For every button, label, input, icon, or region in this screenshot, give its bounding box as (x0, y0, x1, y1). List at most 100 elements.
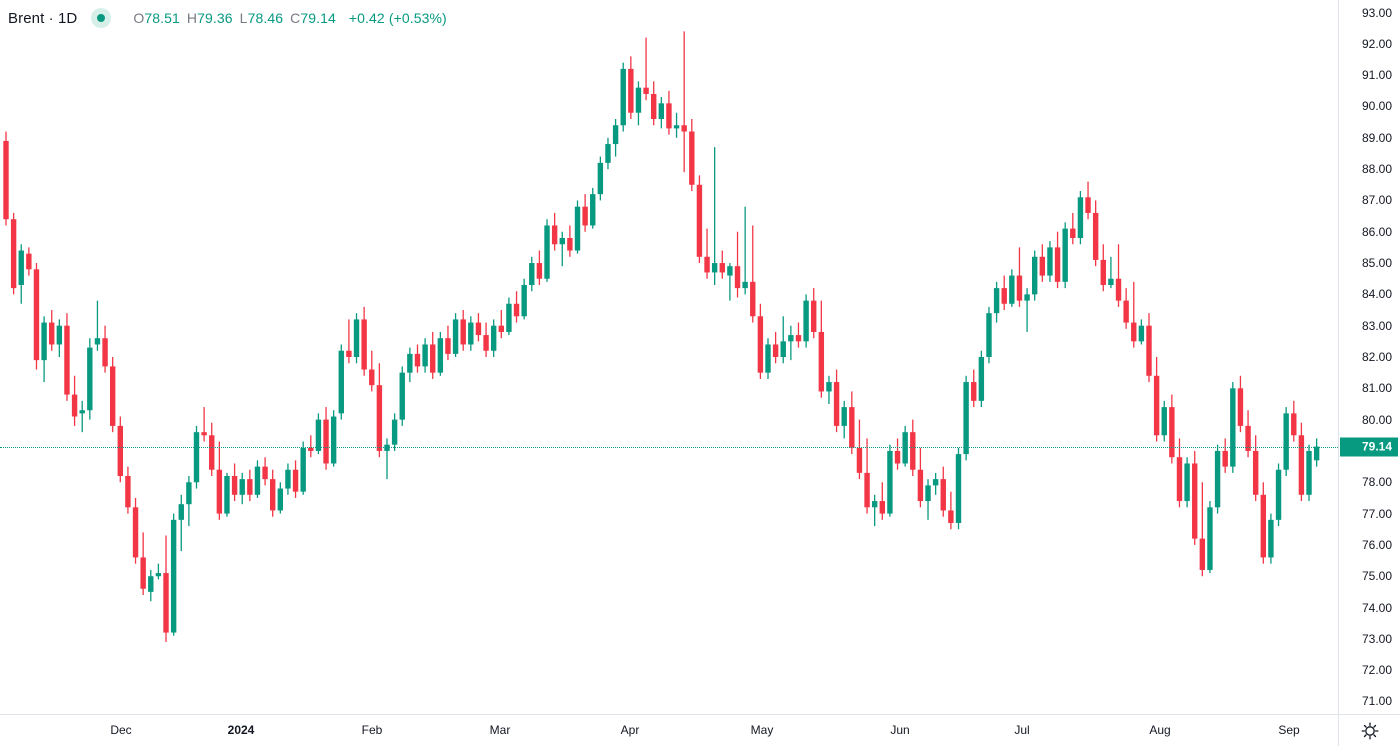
candle-body (376, 385, 383, 451)
price-axis[interactable]: 79.14 93.00 92.00 91.00 90.00 89.00 88.00 87.0… (1338, 0, 1400, 714)
candle-body (1039, 256, 1046, 276)
candle-body (239, 479, 245, 495)
price-axis-tick: 80.00 (1361, 412, 1392, 427)
candle-body (49, 322, 55, 345)
candle-body (430, 344, 436, 373)
candle-body (178, 504, 184, 520)
candle-body (292, 469, 299, 492)
candle-body (361, 319, 367, 370)
candle-body (79, 410, 85, 414)
candle-body (887, 450, 893, 514)
ohlc-change-percent: (+0.53%) (388, 10, 447, 26)
candle-body (87, 347, 93, 411)
candle-body (64, 325, 70, 395)
candle-body (719, 263, 725, 273)
candle-body (910, 432, 916, 470)
ohlc-change: +0.42 (348, 10, 385, 26)
candle-body (628, 68, 634, 113)
candle-body (1077, 197, 1084, 238)
time-axis[interactable]: Dec 2024 Feb Mar Apr May Jun Jul Aug Sep (0, 714, 1400, 746)
candle-body (186, 482, 192, 505)
candle-body (1070, 228, 1076, 238)
candle-body (140, 557, 146, 589)
candle-body (399, 372, 405, 420)
price-axis-tick: 81.00 (1361, 381, 1392, 396)
candle-body (1291, 413, 1297, 436)
candle-body (369, 369, 375, 386)
candle-body (209, 435, 215, 470)
candle-body (71, 394, 78, 417)
ohlc-open-value: 78.51 (144, 10, 180, 26)
candle-body (1062, 228, 1068, 282)
time-axis-tick: Sep (1278, 723, 1300, 737)
candle-body (102, 338, 108, 367)
candle-body (391, 419, 398, 445)
candle-body (468, 322, 474, 345)
ohlc-open-label: O (133, 10, 145, 26)
candle-body (10, 219, 17, 289)
candle-body (871, 501, 878, 508)
candlestick-series (3, 31, 1320, 642)
candle-body (1298, 435, 1305, 495)
candle-body (216, 469, 223, 514)
time-axis-tick: Jun (890, 723, 910, 737)
candle-body (597, 162, 604, 195)
candle-body (643, 87, 649, 94)
price-axis-tick: 82.00 (1361, 350, 1392, 364)
candle-body (704, 256, 710, 273)
candle-body (963, 382, 969, 455)
candle-body (1016, 275, 1023, 301)
candle-body (955, 454, 962, 523)
current-price-line (0, 446, 1338, 448)
candle-body (673, 125, 680, 129)
candle-body (483, 335, 489, 351)
gear-icon[interactable] (1360, 721, 1380, 741)
candle-body (795, 335, 802, 342)
price-axis-tick: 85.00 (1361, 256, 1392, 271)
candle-body (1115, 278, 1122, 301)
candle-body (437, 338, 444, 373)
candle-body (1100, 259, 1106, 285)
candle-body (925, 485, 931, 502)
candle-body (620, 68, 626, 126)
candle-body (201, 432, 207, 436)
time-axis-tick: May (750, 723, 774, 737)
ohlc-close-value: 79.14 (300, 10, 336, 26)
candle-body (125, 476, 131, 508)
candle-body (1283, 413, 1289, 470)
candle-body (1123, 300, 1129, 323)
candle-body (148, 576, 154, 592)
candle-body (917, 469, 924, 502)
candle-body (3, 140, 9, 220)
candle-body (666, 103, 672, 129)
price-axis-tick: 90.00 (1361, 99, 1392, 114)
candle-body (224, 476, 230, 514)
chart-pane[interactable] (0, 0, 1338, 714)
candle-body (262, 466, 268, 480)
symbol-title[interactable]: Brent · 1D (8, 9, 78, 27)
candle-body (231, 476, 238, 495)
candle-body (1131, 322, 1137, 342)
price-axis-tick: 86.00 (1361, 224, 1392, 239)
current-price-badge: 79.14 (1340, 437, 1398, 457)
price-axis-tick: 75.00 (1361, 569, 1392, 584)
candle-body (879, 501, 885, 514)
candle-body (780, 341, 786, 357)
ohlc-values: O78.51 H79.36 L78.46 C79.14 +0.42 (+0.53%) (133, 10, 446, 26)
candle-body (1092, 212, 1099, 260)
candle-body (864, 472, 870, 508)
time-axis-tick: Jul (1014, 723, 1030, 737)
candle-body (1108, 278, 1114, 285)
candle-body (26, 253, 32, 270)
candle-body (658, 103, 665, 119)
candle-body (948, 510, 954, 523)
candle-body (346, 350, 352, 357)
candle-body (132, 507, 139, 558)
price-axis-tick: 72.00 (1361, 663, 1392, 678)
live-dot-icon (91, 8, 112, 28)
candle-body (1199, 538, 1206, 570)
candle-body (651, 93, 657, 119)
candle-body (1047, 247, 1053, 276)
candle-body (1260, 494, 1266, 558)
